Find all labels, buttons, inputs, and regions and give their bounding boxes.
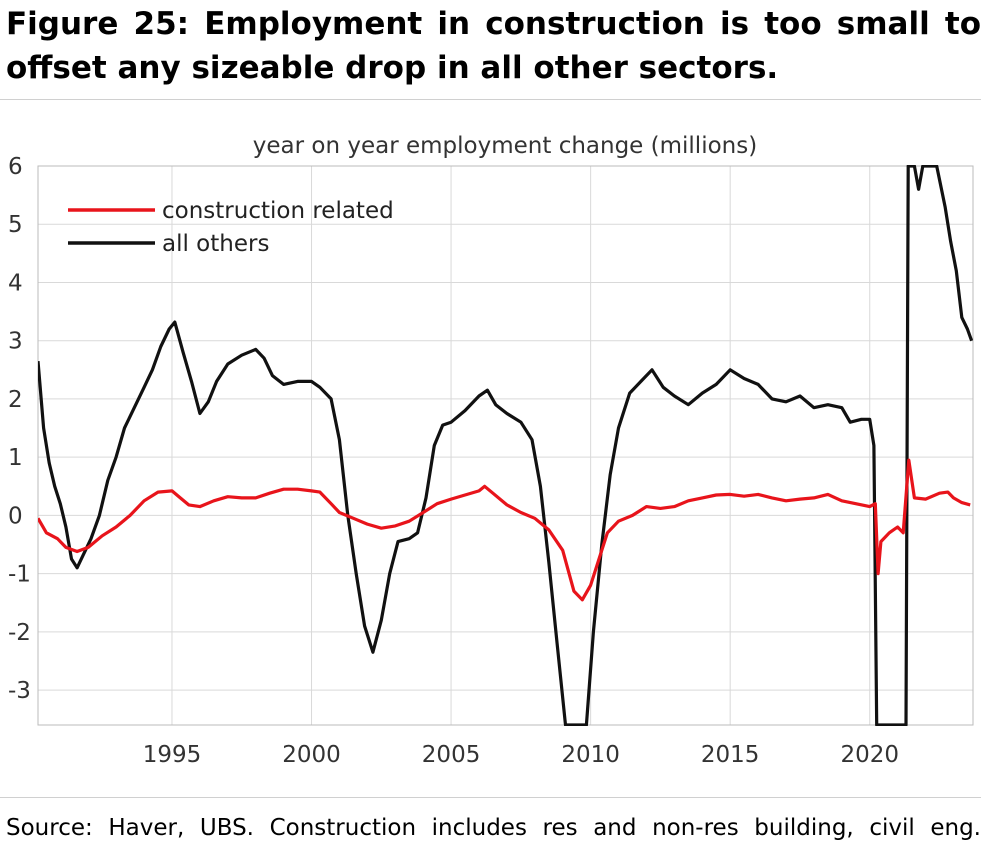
source-divider <box>0 797 981 798</box>
y-tick-label: 0 <box>8 503 23 529</box>
x-tick-label: 2010 <box>561 742 620 768</box>
series-layer <box>38 165 973 726</box>
chart-title: year on year employment change (millions… <box>253 133 757 159</box>
chart-legend: construction related all others <box>68 198 394 257</box>
x-tick-label: 2015 <box>701 742 760 768</box>
x-tick-label: 2020 <box>840 742 899 768</box>
y-tick-label: 1 <box>8 445 23 471</box>
series-line-all-others <box>38 165 973 726</box>
y-axis-tick-labels: -3 -2 -1 0 1 2 3 4 5 6 <box>8 154 31 704</box>
y-tick-label: 4 <box>8 270 23 296</box>
y-tick-label: 3 <box>8 329 23 355</box>
y-tick-label: -3 <box>8 678 31 704</box>
y-tick-label: -1 <box>8 562 31 588</box>
plot-frame <box>37 165 974 726</box>
legend-label-construction-related: construction related <box>162 198 394 224</box>
series-line-construction-related <box>38 458 971 602</box>
chart-area: year on year employment change (millions… <box>0 100 991 790</box>
line-chart: year on year employment change (millions… <box>8 133 974 768</box>
grid-lines <box>37 165 974 726</box>
y-tick-label: -2 <box>8 620 31 646</box>
legend-label-all-others: all others <box>162 231 269 257</box>
x-tick-label: 2000 <box>282 742 341 768</box>
title-divider <box>0 99 981 100</box>
y-tick-label: 2 <box>8 387 23 413</box>
source-note: Source: Haver, UBS. Construction include… <box>6 815 981 841</box>
x-tick-label: 2005 <box>422 742 481 768</box>
x-axis-tick-labels: 1995 2000 2005 2010 2015 2020 <box>143 742 899 768</box>
x-tick-label: 1995 <box>143 742 202 768</box>
figure-title: Figure 25: Employment in construction is… <box>6 6 981 86</box>
y-tick-label: 5 <box>8 212 23 238</box>
y-tick-label: 6 <box>8 154 23 180</box>
